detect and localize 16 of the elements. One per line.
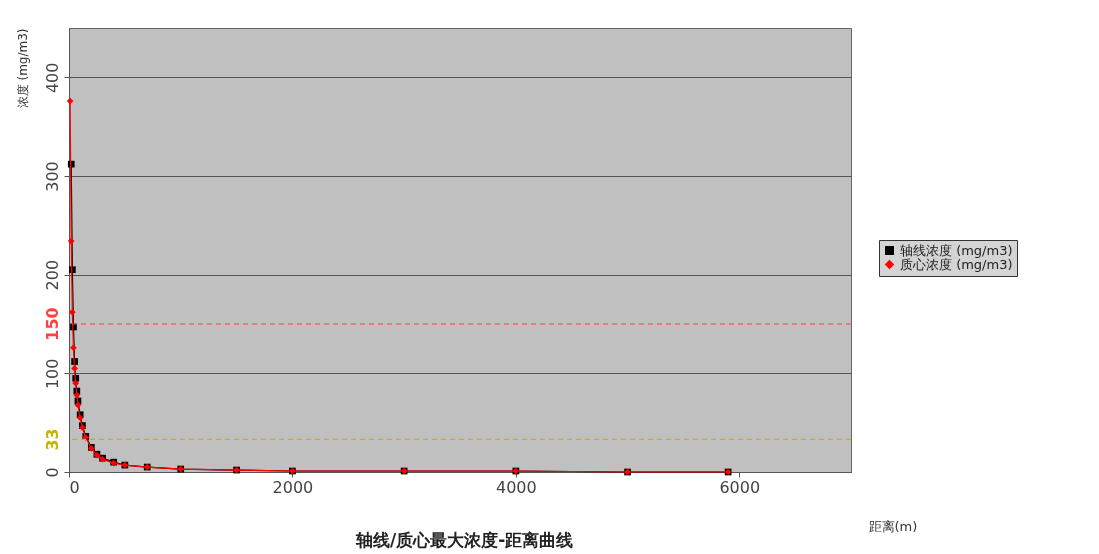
legend-label: 质心浓度 (mg/m3) [900,256,1013,272]
ref-line-label: 33 [43,428,62,451]
x-tick-label: 6000 [719,477,761,497]
ref-line-label: 150 [43,307,62,341]
y-tick-label: 0 [42,467,62,478]
legend-label: 轴线浓度 (mg/m3) [900,242,1013,258]
y-axis-title: 浓度 (mg/m3) [15,28,30,109]
x-tick-label: 0 [69,477,80,497]
text: 轴线/质心最大浓度-距离曲线 [355,530,574,550]
x-tick-label: 2000 [272,477,314,497]
y-tick-label: 200 [42,259,62,291]
x-tick-label: 4000 [496,477,537,497]
y-tick-label: 400 [42,62,62,94]
y-tick-label: 300 [42,161,62,192]
x-axis-title: 距离(m) [868,518,918,534]
y-tick-label: 100 [42,358,62,390]
